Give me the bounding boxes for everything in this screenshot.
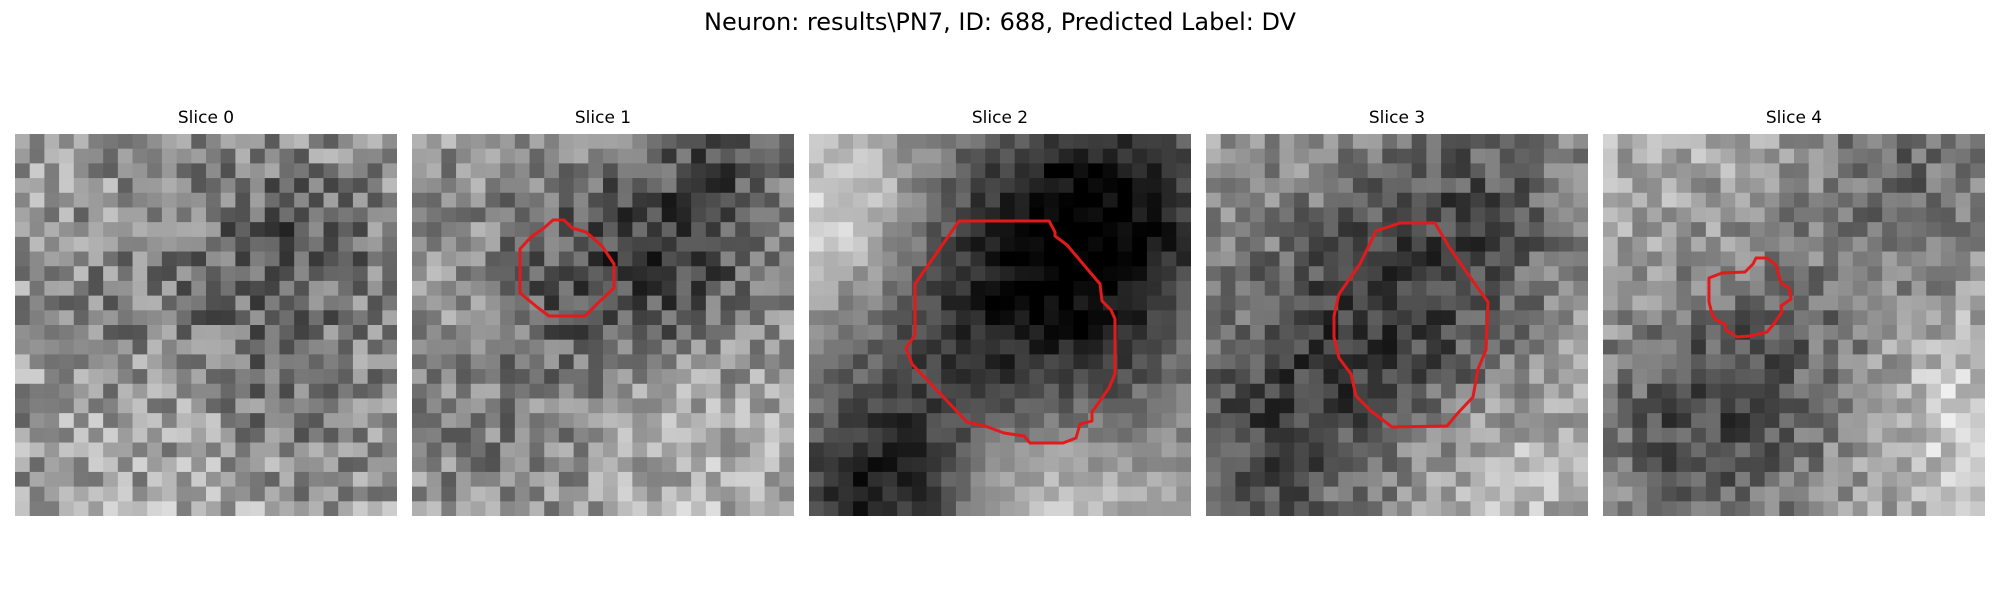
slice-title-1: Slice 1	[574, 108, 632, 128]
slice-panel-3: Slice 3	[1206, 106, 1588, 516]
slice-panel-2: Slice 2	[809, 106, 1191, 516]
slice-title-0: Slice 0	[177, 108, 235, 128]
neuron-contour-2	[904, 219, 1117, 445]
slice-title-2: Slice 2	[971, 108, 1029, 128]
slice-panel-1: Slice 1	[412, 106, 794, 516]
slice-title-4: Slice 4	[1765, 108, 1823, 128]
slice-image-3	[1206, 134, 1588, 516]
slice-image-2	[809, 134, 1191, 516]
figure-title: Neuron: results\PN7, ID: 688, Predicted …	[704, 8, 1296, 36]
slice-title-3: Slice 3	[1368, 108, 1426, 128]
slice-panel-4: Slice 4	[1603, 106, 1985, 516]
neuron-contour-3	[1332, 221, 1490, 429]
slice-image-4	[1603, 134, 1985, 516]
slice-panel-0: Slice 0	[15, 106, 397, 516]
slice-image-0	[15, 134, 397, 516]
neuron-contour-1	[518, 218, 616, 318]
slice-image-1	[412, 134, 794, 516]
neuron-contour-4	[1707, 256, 1793, 339]
